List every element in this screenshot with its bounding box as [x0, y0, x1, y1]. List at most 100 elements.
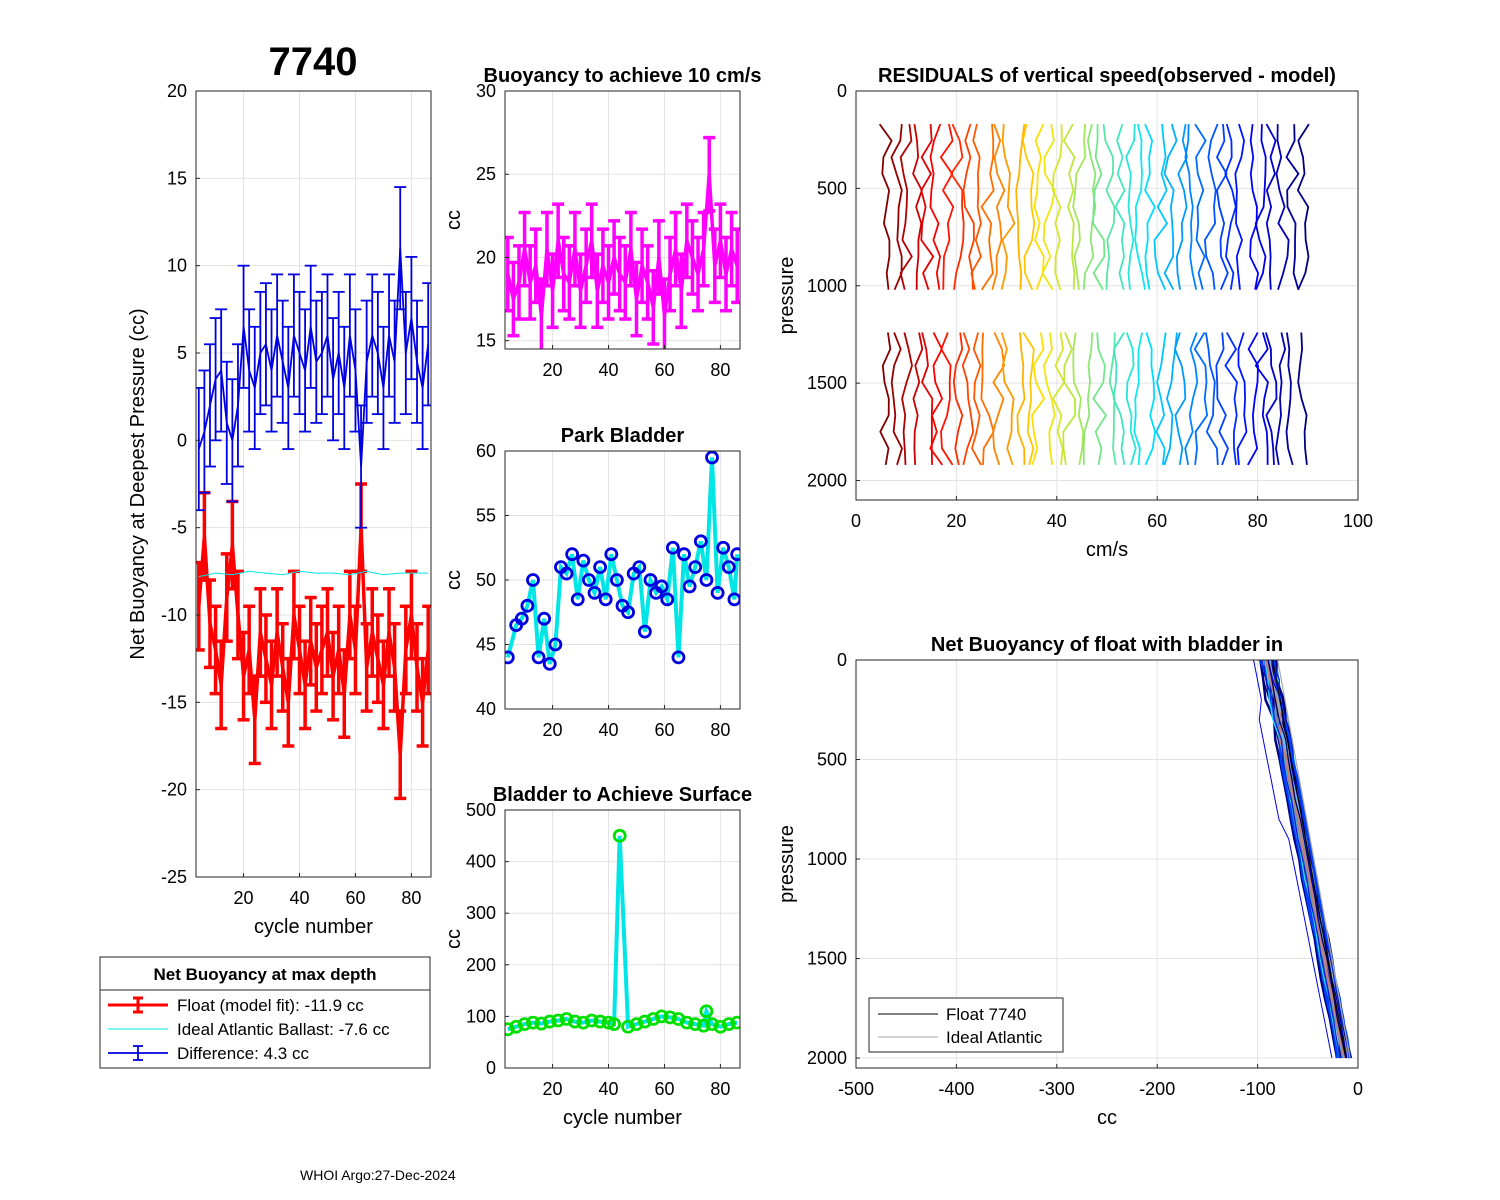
series-marker [534, 1016, 549, 1031]
series-marker [576, 1015, 591, 1030]
residual-profile [1062, 332, 1076, 466]
residual-profile [1254, 124, 1267, 291]
x-axis-label: cm/s [1086, 539, 1128, 561]
series-marker [607, 1017, 622, 1032]
y-tick-label: -10 [161, 605, 187, 625]
y-tick-label: -20 [161, 780, 187, 800]
residual-profile [1125, 332, 1137, 466]
axes-frame-buoy10 [504, 90, 741, 350]
residual-profile [962, 123, 975, 290]
residual-profile [1144, 123, 1156, 290]
plot-area-buoy10 [505, 91, 740, 349]
residual-profile [961, 332, 975, 466]
y-tick-label: 5 [177, 343, 187, 363]
x-tick-label: 20 [543, 1079, 563, 1099]
residual-profile [1082, 332, 1094, 465]
series-marker [514, 611, 529, 626]
series-marker [699, 573, 714, 587]
x-tick-label: 80 [1248, 511, 1268, 531]
y-tick-label: 2000 [807, 471, 847, 491]
series-marker [665, 540, 680, 555]
residual-profile [1041, 123, 1056, 291]
residual-profile [890, 124, 903, 291]
residual-profile [1092, 124, 1106, 291]
series-line-Float (model fit) [197, 527, 430, 755]
series-layer-residuals [878, 123, 1310, 466]
y-tick-label: -25 [161, 867, 187, 887]
legend-frame [99, 956, 431, 1069]
residual-profile [950, 123, 965, 290]
residual-profile [1051, 332, 1066, 465]
axes-frame-residuals [855, 90, 1359, 501]
y-axis-label: pressure [776, 825, 798, 903]
series-marker [526, 1015, 540, 1030]
residual-profile [1021, 123, 1036, 291]
y-axis-label: cc [443, 210, 465, 230]
series-marker [637, 1014, 652, 1029]
residual-profile [1022, 332, 1035, 466]
x-tick-label: 100 [1343, 511, 1373, 531]
series-marker [582, 573, 596, 587]
residual-profile [1203, 123, 1219, 290]
series-layer-park [505, 451, 740, 671]
x-tick-label: -500 [838, 1079, 874, 1099]
residual-profile [1153, 124, 1169, 291]
y-tick-label: 300 [466, 903, 496, 923]
residual-profile [1275, 332, 1287, 466]
series-marker [509, 1019, 524, 1034]
residual-profile [970, 123, 982, 290]
x-tick-label: 80 [710, 360, 730, 380]
bladder-profile [1261, 660, 1341, 1059]
residual-profile [1155, 332, 1167, 465]
y-tick-label: 200 [466, 955, 496, 975]
series-marker [520, 598, 535, 613]
residual-profile [1134, 123, 1146, 290]
series-marker [559, 1012, 574, 1026]
x-tick-label: -200 [1139, 1079, 1175, 1099]
residual-profile [1144, 332, 1157, 466]
x-tick-label: 40 [598, 1079, 618, 1099]
y-tick-label: 0 [837, 81, 847, 101]
residual-profile [912, 332, 924, 465]
y-tick-label: -15 [161, 692, 187, 712]
series-marker [632, 560, 647, 574]
series-marker [505, 650, 515, 665]
legend-entry: Difference: 4.3 cc [177, 1044, 309, 1063]
axes-surface: 20 40 60 80 500 400 300 200 100 0 Bladder to Achie… [443, 784, 752, 1129]
residual-profile [1184, 124, 1198, 290]
residual-profile [1125, 124, 1136, 290]
series-layer-surface [505, 828, 740, 1037]
series-marker [526, 573, 540, 587]
y-tick-label: 500 [466, 800, 496, 820]
y-tick-label: 500 [817, 750, 847, 770]
x-tick-label: 40 [289, 888, 309, 908]
series-marker [537, 611, 552, 626]
y-tick-label: 0 [177, 430, 187, 450]
y-tick-label: 500 [817, 178, 847, 198]
residual-profile [1033, 123, 1045, 291]
series-marker [710, 586, 725, 600]
y-tick-label: 20 [167, 81, 187, 101]
series-marker [548, 637, 563, 652]
y-tick-label: 1000 [807, 276, 847, 296]
y-tick-label: 60 [476, 441, 496, 461]
y-tick-label: 30 [476, 81, 496, 101]
series-marker [679, 1015, 694, 1030]
x-tick-label: 60 [1147, 511, 1167, 531]
y-tick-label: 45 [476, 635, 496, 655]
plot-area-netbuoy [196, 91, 431, 877]
series-marker [587, 586, 602, 600]
residual-profile [1193, 332, 1209, 466]
series-marker [505, 1022, 515, 1037]
x-tick-label: 20 [234, 888, 254, 908]
series-marker [643, 573, 658, 587]
series-marker [677, 547, 691, 562]
residual-profile [920, 124, 935, 290]
series-marker [730, 1015, 740, 1030]
residual-profile [878, 123, 893, 290]
series-layer-buoy10 [505, 135, 740, 349]
series-marker [542, 656, 557, 671]
series-marker [612, 828, 627, 843]
axes-frame-netbuoy [195, 90, 432, 878]
residual-profile [1114, 123, 1126, 290]
